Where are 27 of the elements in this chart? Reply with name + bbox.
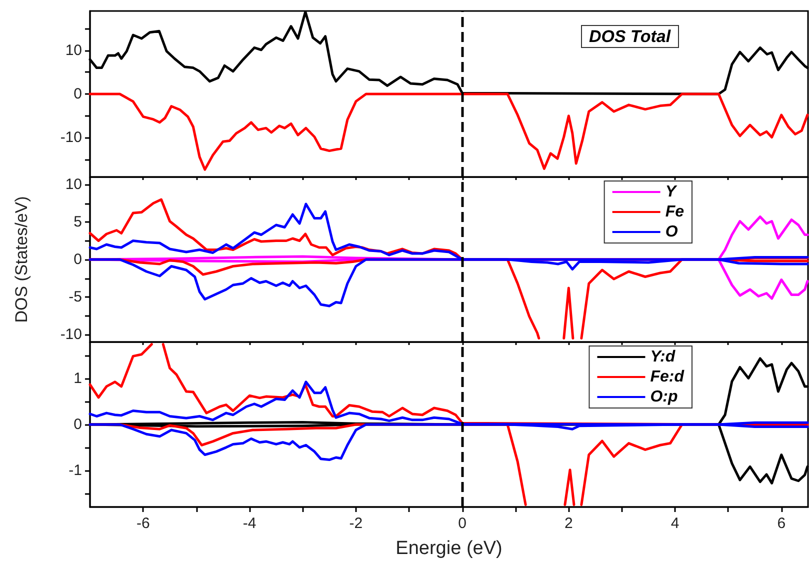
- y-tick-label: 0: [74, 251, 82, 268]
- legend-label: Fe: [665, 204, 684, 220]
- x-tick-label: 0: [458, 515, 466, 532]
- y-tick-label: 0: [74, 416, 82, 433]
- x-tick-label: 4: [670, 515, 680, 532]
- x-tick-label: -4: [242, 515, 256, 532]
- text: DOS Total: [589, 27, 672, 46]
- y-tick-label: -10: [60, 129, 82, 146]
- y-tick-label: 0: [74, 86, 82, 102]
- y-tick-label: 10: [65, 176, 82, 193]
- x-tick-label: -2: [349, 515, 363, 532]
- y-axis-title: DOS (States/eV): [12, 196, 31, 323]
- x-tick-label: 2: [564, 515, 573, 532]
- y-tick-label: 1: [74, 370, 82, 388]
- legend-label: Y: [665, 184, 678, 200]
- legend-label: O: [665, 224, 678, 240]
- y-tick-label: 10: [65, 42, 82, 59]
- y-tick-label: -1: [68, 462, 82, 479]
- x-tick-label: 6: [777, 515, 786, 532]
- legend-label: Y:d: [650, 348, 676, 366]
- y-tick-label: -10: [60, 326, 82, 343]
- legend-label: Fe:d: [650, 368, 686, 386]
- x-tick-label: -6: [136, 515, 150, 532]
- x-axis-title: Energie (eV): [396, 538, 502, 559]
- y-tick-label: 5: [74, 214, 82, 230]
- y-tick-label: -5: [68, 288, 82, 306]
- legend-label: O:p: [650, 388, 678, 406]
